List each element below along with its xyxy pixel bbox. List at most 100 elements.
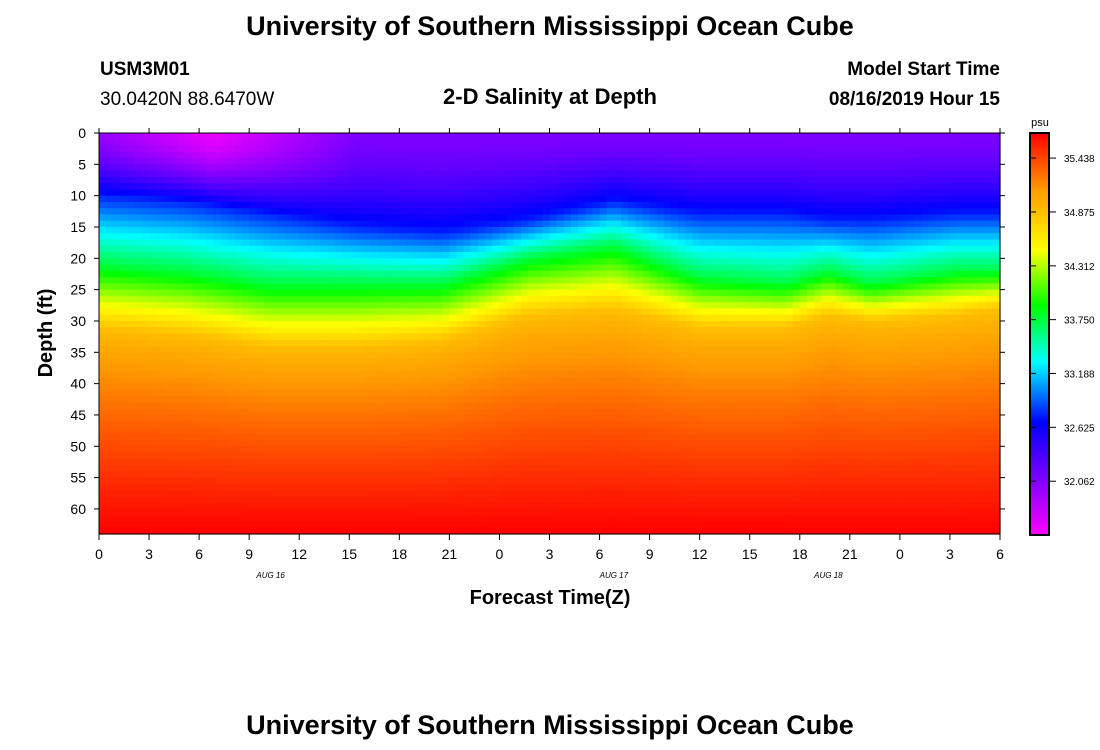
- heatmap-cell: [449, 471, 458, 479]
- heatmap-cell: [556, 327, 565, 335]
- heatmap-cell: [270, 389, 279, 397]
- heatmap-cell: [184, 377, 193, 385]
- heatmap-cell: [613, 151, 622, 159]
- heatmap-cell: [106, 521, 114, 529]
- heatmap-cell: [227, 383, 236, 391]
- heatmap-cell: [127, 245, 136, 253]
- heatmap-cell: [342, 508, 350, 516]
- heatmap-cell: [513, 440, 522, 447]
- heatmap-cell: [156, 164, 164, 172]
- heatmap-cell: [106, 289, 114, 297]
- heatmap-cell: [585, 164, 593, 172]
- heatmap-cell: [492, 195, 501, 203]
- heatmap-cell: [334, 458, 343, 466]
- heatmap-cell: [356, 458, 365, 466]
- heatmap-cell: [549, 189, 558, 197]
- heatmap-cell: [528, 145, 536, 153]
- heatmap-cell: [256, 189, 265, 197]
- heatmap-cell: [220, 258, 229, 266]
- heatmap-cell: [413, 352, 422, 360]
- heatmap-cell: [284, 226, 293, 234]
- heatmap-cell: [242, 183, 250, 190]
- heatmap-cell: [420, 308, 429, 316]
- heatmap-cell: [256, 308, 265, 316]
- heatmap-cell: [342, 477, 350, 485]
- heatmap-cell: [270, 308, 279, 316]
- heatmap-cell: [292, 521, 300, 529]
- heatmap-cell: [170, 483, 179, 491]
- heatmap-cell: [492, 233, 501, 241]
- heatmap-cell: [585, 277, 593, 284]
- heatmap-cell: [306, 201, 315, 209]
- heatmap-cell: [184, 151, 193, 159]
- heatmap-cell: [599, 527, 608, 535]
- heatmap-cell: [392, 314, 400, 322]
- heatmap-cell: [220, 433, 229, 441]
- heatmap-cell: [549, 214, 558, 222]
- heatmap-cell: [499, 477, 508, 485]
- heatmap-cell: [413, 346, 422, 353]
- heatmap-cell: [599, 289, 608, 297]
- heatmap-cell: [606, 302, 615, 310]
- heatmap-cell: [442, 389, 450, 397]
- heatmap-cell: [177, 133, 186, 140]
- heatmap-cell: [191, 427, 200, 435]
- heatmap-cell: [120, 521, 129, 529]
- heatmap-cell: [556, 414, 565, 422]
- heatmap-cell: [334, 508, 343, 516]
- heatmap-cell: [199, 195, 207, 203]
- heatmap-cell: [141, 333, 150, 341]
- heatmap-cell: [356, 471, 365, 479]
- heatmap-cell: [356, 208, 365, 216]
- heatmap-cell: [477, 320, 486, 328]
- heatmap-cell: [642, 308, 651, 316]
- heatmap-cell: [413, 183, 422, 190]
- heatmap-cell: [621, 189, 629, 197]
- heatmap-cell: [520, 465, 529, 472]
- heatmap-cell: [520, 183, 529, 190]
- heatmap-cell: [435, 183, 443, 190]
- heatmap-cell: [213, 258, 222, 266]
- heatmap-cell: [113, 358, 122, 366]
- heatmap-cell: [485, 408, 493, 416]
- heatmap-cell: [141, 458, 150, 466]
- heatmap-cell: [613, 176, 622, 184]
- heatmap-cell: [342, 239, 350, 247]
- heatmap-cell: [542, 302, 551, 310]
- heatmap-cell: [578, 195, 586, 203]
- heatmap-cell: [435, 352, 443, 360]
- heatmap-cell: [635, 314, 644, 322]
- heatmap-cell: [406, 333, 415, 341]
- heatmap-cell: [177, 427, 186, 435]
- heatmap-cell: [413, 333, 422, 341]
- heatmap-cell: [513, 421, 522, 429]
- heatmap-cell: [535, 527, 543, 535]
- heatmap-cell: [549, 414, 558, 422]
- heatmap-cell: [556, 446, 565, 454]
- heatmap-cell: [270, 302, 279, 310]
- heatmap-cell: [606, 508, 615, 516]
- heatmap-cell: [292, 258, 300, 266]
- heatmap-cell: [392, 446, 400, 454]
- heatmap-cell: [513, 465, 522, 472]
- heatmap-cell: [184, 264, 193, 272]
- heatmap-cell: [585, 483, 593, 491]
- heatmap-cell: [535, 139, 543, 147]
- heatmap-cell: [213, 208, 222, 216]
- heatmap-cell: [306, 226, 315, 234]
- heatmap-cell: [363, 145, 372, 153]
- heatmap-cell: [163, 164, 172, 172]
- heatmap-cell: [284, 302, 293, 310]
- heatmap-cell: [492, 389, 501, 397]
- heatmap-cell: [470, 440, 479, 447]
- heatmap-cell: [270, 195, 279, 203]
- heatmap-cell: [549, 352, 558, 360]
- heatmap-cell: [306, 314, 315, 322]
- heatmap-cell: [613, 245, 622, 253]
- heatmap-cell: [613, 139, 622, 147]
- heatmap-cell: [492, 145, 501, 153]
- heatmap-cell: [520, 396, 529, 404]
- heatmap-cell: [141, 339, 150, 347]
- heatmap-cell: [327, 396, 336, 404]
- heatmap-cell: [177, 308, 186, 316]
